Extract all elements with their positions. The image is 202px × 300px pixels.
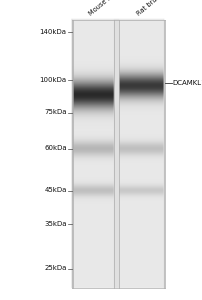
Text: DCAMKL1/DCLK1: DCAMKL1/DCLK1 [173,80,202,85]
Text: 25kDa: 25kDa [44,266,67,272]
Text: Rat brain: Rat brain [136,0,163,17]
Text: 45kDa: 45kDa [44,188,67,194]
Text: 100kDa: 100kDa [40,76,67,82]
Text: 75kDa: 75kDa [44,110,67,116]
Text: 60kDa: 60kDa [44,146,67,152]
Text: 35kDa: 35kDa [44,220,67,226]
Text: Mouse brain: Mouse brain [87,0,123,17]
Text: 140kDa: 140kDa [40,28,67,34]
